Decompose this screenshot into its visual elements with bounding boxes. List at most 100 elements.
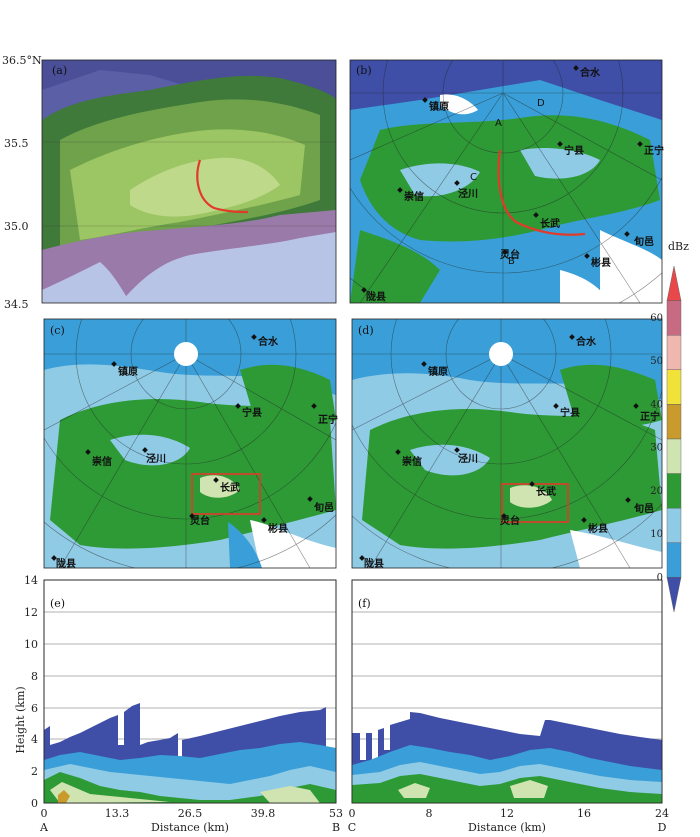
city-zhenyuan-c: 镇原	[118, 365, 138, 378]
city-zhengning-c: 正宁	[318, 413, 338, 426]
panel-c-frame	[43, 318, 337, 569]
colorbar-swatch	[666, 335, 682, 371]
panel-a-terrain-map	[42, 60, 336, 303]
city-zhengning-b: 正宁	[644, 144, 664, 157]
panel-c-cities: 合水 镇原 宁县 正宁 崇信 泾川 长武 旬邑 灵台 彬县 陇县	[51, 334, 338, 570]
xtick-f-0: 0	[349, 807, 356, 820]
ytick-8: 8	[31, 670, 38, 683]
xtick-f-3: 16	[577, 807, 591, 820]
city-lingtai-b: 灵台	[500, 248, 520, 261]
ytick-2: 2	[31, 765, 38, 778]
section-f-xlabel: Distance (km)	[468, 821, 546, 834]
city-heshui-b: 合水	[579, 66, 601, 79]
panel-d-frame	[351, 318, 663, 569]
colorbar-swatches	[666, 265, 682, 613]
colorbar-tick: 20	[650, 486, 663, 497]
colorbar-tick: 60	[650, 313, 663, 324]
city-xunyi-d: 旬邑	[633, 502, 654, 515]
panel-c-label: (c)	[50, 324, 65, 337]
city-chongxin-b: 崇信	[404, 190, 424, 203]
colorbar-swatch	[666, 508, 682, 544]
xtick-e-3: 39.8	[251, 807, 276, 820]
lat-tick-35-5: 35.5	[4, 137, 29, 150]
city-ningxian-b: 宁县	[564, 144, 584, 157]
panel-b-frame	[349, 59, 663, 304]
panel-d-label: (d)	[358, 324, 374, 337]
panel-f-xticks: 0 8 12 16 24	[349, 807, 670, 820]
ytick-0: 0	[31, 797, 38, 810]
ytick-6: 6	[31, 702, 38, 715]
city-lingtai-d: 灵台	[500, 514, 520, 527]
xtick-f-2: 12	[500, 807, 514, 820]
city-chongxin-d: 崇信	[402, 455, 422, 468]
panel-b-label: (b)	[356, 64, 372, 77]
xtick-e-0: 0	[41, 807, 48, 820]
colorbar-tick: 10	[650, 529, 663, 540]
city-longxian-c: 陇县	[56, 557, 76, 570]
panel-e-cross-section	[43, 579, 337, 804]
panel-e-xticks: 0 13.3 26.5 39.8 53	[41, 807, 344, 820]
lat-tick-34-5: 34.5	[4, 298, 29, 311]
panel-f-label: (f)	[358, 597, 371, 610]
panel-b-radar-map	[350, 60, 662, 303]
colorbar-swatch	[666, 265, 682, 301]
colorbar-swatch	[666, 369, 682, 405]
city-jingchuan-b: 泾川	[458, 187, 478, 200]
xtick-e-1: 13.3	[105, 807, 130, 820]
panel-e-yticks: 14 12 10 8 6 4 2 0	[24, 574, 38, 810]
city-heshui-d: 合水	[575, 335, 597, 348]
section-e-start: A	[39, 821, 49, 834]
panel-d-cities: 合水 镇原 宁县 正宁 崇信 泾川 长武 旬邑 灵台 彬县 陇县	[359, 334, 660, 570]
panel-b-cities: 合水 镇原 宁县 正宁 崇信 泾川 长武 旬邑 灵台 彬县 陇县 A B C D	[361, 65, 664, 303]
city-longxian-d: 陇县	[364, 557, 384, 570]
point-d-label: D	[537, 98, 545, 109]
city-binxian-d: 彬县	[588, 522, 608, 535]
section-f-end: D	[658, 821, 667, 834]
xtick-f-1: 8	[426, 807, 433, 820]
lat-tick-36-5: 36.5°N	[2, 54, 42, 67]
colorbar-tick: 0	[657, 572, 663, 583]
xtick-e-2: 26.5	[178, 807, 203, 820]
city-zhengning-d: 正宁	[640, 410, 660, 423]
city-changwu-d: 长武	[536, 485, 556, 498]
point-c-label: C	[470, 172, 477, 183]
colorbar-swatch	[666, 438, 682, 474]
ytick-14: 14	[24, 574, 38, 587]
latitude-axis: 36.5°N 35.5 35.0 34.5	[2, 54, 42, 311]
city-lingtai-c: 灵台	[190, 514, 210, 527]
colorbar-swatch	[666, 542, 682, 578]
city-binxian-b: 彬县	[591, 256, 611, 269]
point-b-label: B	[508, 256, 515, 267]
panel-a-label: (a)	[52, 64, 67, 77]
colorbar-swatch	[666, 577, 682, 613]
city-xunyi-c: 旬邑	[313, 501, 334, 514]
city-ningxian-d: 宁县	[560, 406, 580, 419]
city-changwu-c: 长武	[220, 481, 240, 494]
panel-e-ylabel: Height (km)	[14, 686, 27, 753]
section-e-end: B	[332, 821, 340, 834]
colorbar-swatch	[666, 404, 682, 440]
lat-tick-35-0: 35.0	[4, 220, 29, 233]
city-xunyi-b: 旬邑	[633, 235, 654, 248]
panel-f-cross-section	[351, 579, 663, 804]
colorbar-tick: 30	[650, 443, 663, 454]
city-jingchuan-d: 泾川	[458, 452, 478, 465]
panel-d-radar-map	[352, 319, 662, 568]
colorbar-swatch	[666, 300, 682, 336]
city-binxian-c: 彬县	[268, 522, 288, 535]
xtick-f-4: 24	[655, 807, 669, 820]
colorbar-ticks: 60 50 40 30 20 10 0	[650, 313, 663, 584]
city-zhenyuan-d: 镇原	[428, 365, 448, 378]
panel-e-label: (e)	[50, 597, 65, 610]
city-jingchuan-c: 泾川	[146, 452, 166, 465]
city-heshui-c: 合水	[257, 335, 279, 348]
colorbar-tick: 40	[650, 399, 663, 410]
colorbar-unit: dBz	[668, 240, 689, 253]
city-longxian-b: 陇县	[366, 290, 386, 303]
colorbar-swatch	[666, 473, 682, 509]
ytick-10: 10	[24, 638, 38, 651]
colorbar: dBz 60 50 40 30 20 10 0	[650, 240, 689, 613]
city-zhenyuan-b: 镇原	[429, 100, 449, 113]
colorbar-tick: 50	[650, 356, 663, 367]
